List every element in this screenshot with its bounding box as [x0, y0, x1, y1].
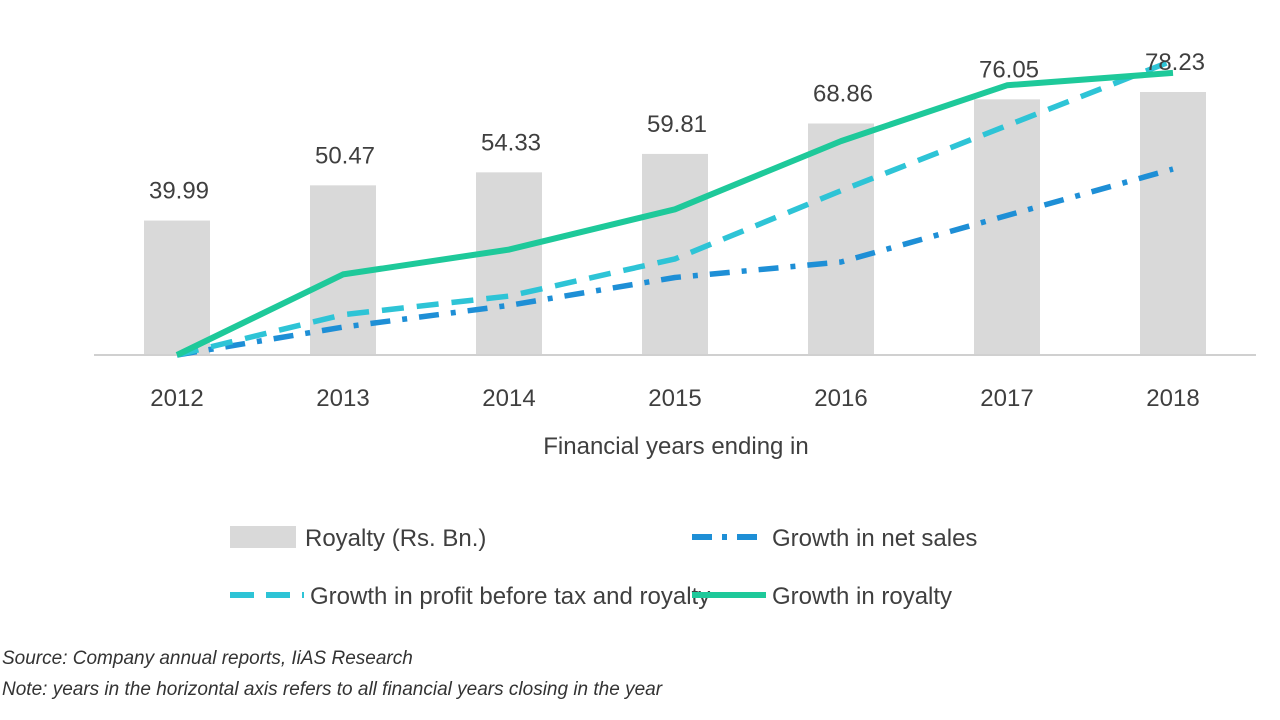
- source-note: Source: Company annual reports, IiAS Res…: [2, 648, 413, 669]
- footnote: Note: years in the horizontal axis refer…: [2, 679, 663, 700]
- x-tick-2014: 2014: [482, 385, 535, 412]
- legend-label-royalty-rs-bn-: Royalty (Rs. Bn.): [305, 525, 486, 552]
- legend-swatch-royalty-rs-bn-: [230, 526, 296, 548]
- data-label-2018: 78.23: [1145, 49, 1205, 76]
- line-growth-in-profit-before-tax-and-royalty: [176, 57, 1175, 358]
- x-tick-2012: 2012: [150, 385, 203, 412]
- chart: 39.99 50.47 54.33 59.81 68.86 76.05 78.23 2012…: [94, 49, 1256, 610]
- bars-group: [144, 92, 1206, 356]
- bar-2016: [808, 123, 874, 356]
- bar-2015: [642, 153, 708, 355]
- data-label-2013: 50.47: [315, 142, 375, 169]
- data-label-2012: 39.99: [149, 178, 209, 205]
- data-label-2015: 59.81: [647, 111, 707, 138]
- x-tick-2016: 2016: [814, 385, 867, 412]
- bar-2014: [476, 172, 542, 355]
- x-tick-2017: 2017: [980, 385, 1033, 412]
- x-tick-2013: 2013: [316, 385, 369, 412]
- data-labels-group: 39.99 50.47 54.33 59.81 68.86 76.05 78.23: [149, 49, 1205, 205]
- x-tick-2015: 2015: [648, 385, 701, 412]
- line-growth-in-net-sales: [176, 166, 1174, 358]
- x-tick-2018: 2018: [1146, 385, 1199, 412]
- legend-label-growth-in-royalty: Growth in royalty: [772, 583, 952, 610]
- lines-group: [175, 57, 1175, 358]
- bar-2018: [1140, 92, 1206, 355]
- x-axis-title: Financial years ending in: [543, 433, 809, 460]
- data-label-2017: 76.05: [979, 56, 1039, 83]
- x-ticks-group: 2012 2013 2014 2015 2016 2017 2018: [150, 385, 1199, 412]
- legend-label-growth-in-profit-before-tax-and-royalty: Growth in profit before tax and royalty: [310, 583, 710, 610]
- bar-2017: [974, 99, 1040, 355]
- legend-label-growth-in-net-sales: Growth in net sales: [772, 525, 977, 552]
- line-growth-in-royalty: [175, 69, 1174, 358]
- bar-2012: [144, 220, 210, 355]
- legend: Royalty (Rs. Bn.) Growth in net sales Grow…: [230, 525, 977, 610]
- data-label-2014: 54.33: [481, 129, 541, 156]
- data-label-2016: 68.86: [813, 81, 873, 108]
